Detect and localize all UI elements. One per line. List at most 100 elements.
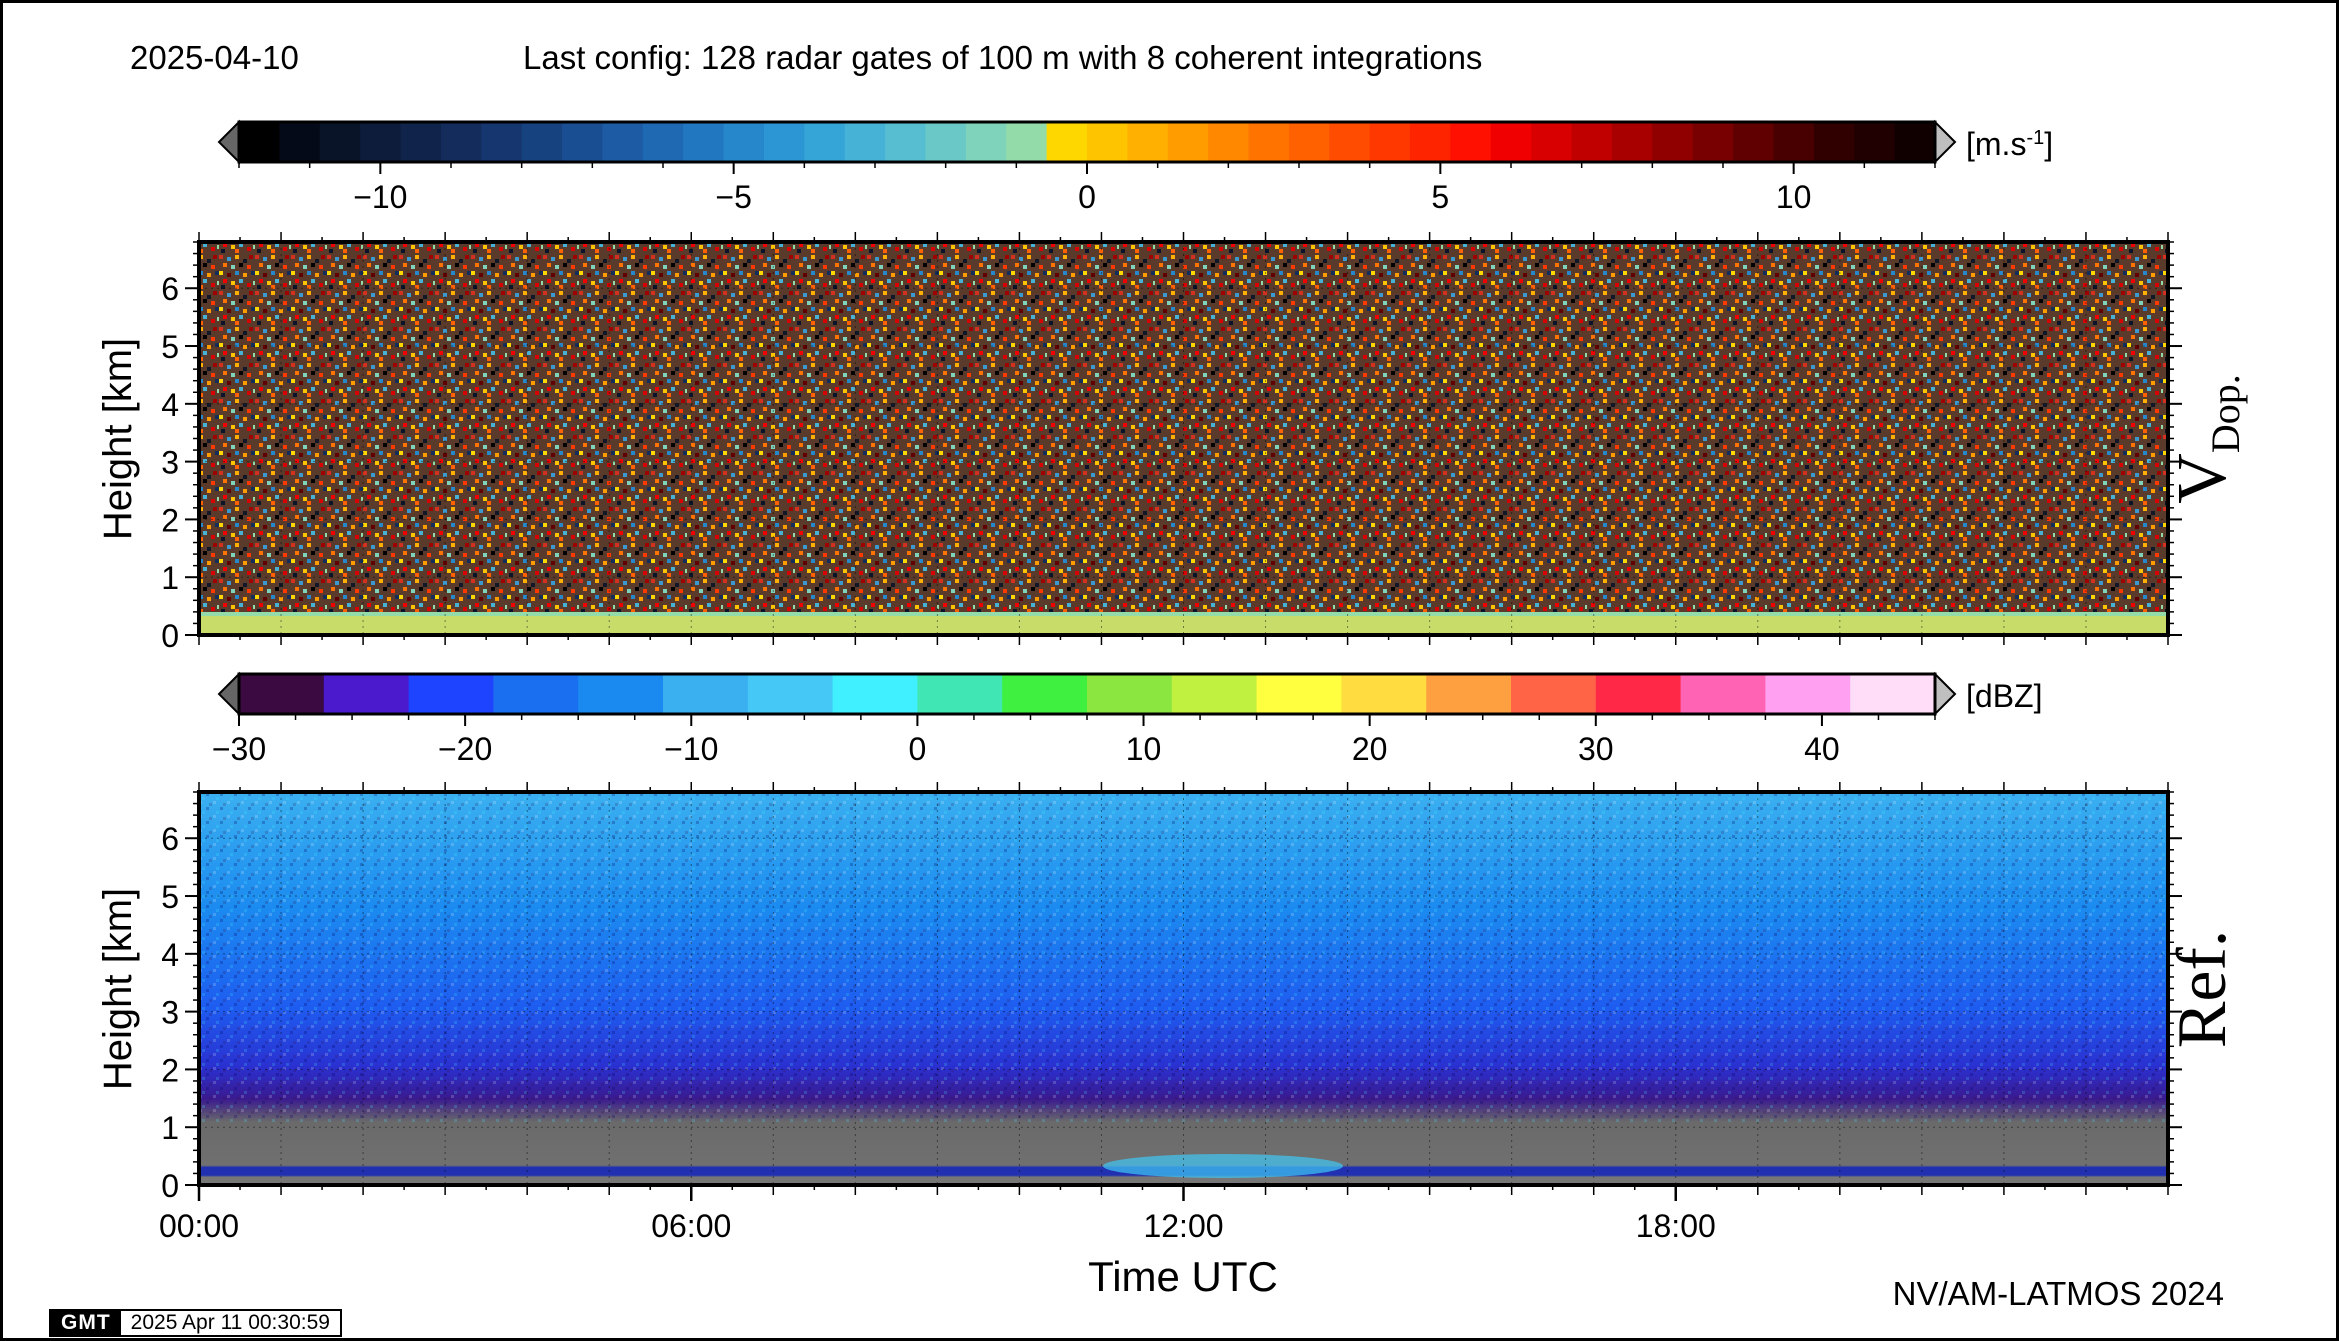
config-label: Last config: 128 radar gates of 100 m wi… xyxy=(523,39,1483,76)
doppler-colorbar-tick-label: −10 xyxy=(353,179,407,215)
doppler-colorbar-swatch xyxy=(1087,122,1128,162)
doppler-colorbar-swatch xyxy=(1046,122,1088,162)
y-tick-label: 5 xyxy=(161,879,179,915)
doppler-colorbar-swatch xyxy=(360,122,402,162)
reflectivity-noon-echo xyxy=(1103,1154,1343,1178)
doppler-colorbar-unit: [m.s-1] xyxy=(1966,126,2053,162)
doppler-y-ticks: 0 1 2 3 4 5 6 xyxy=(161,241,2182,654)
doppler-colorbar-swatch xyxy=(683,122,725,162)
x-tick-label: 18:00 xyxy=(1636,1208,1716,1244)
doppler-colorbar-swatch xyxy=(1450,122,1492,162)
doppler-grid xyxy=(199,242,2168,635)
doppler-colorbar-swatch xyxy=(1692,122,1734,162)
doppler-colorbar-swatch xyxy=(602,122,644,162)
y-tick-label: 6 xyxy=(161,821,179,857)
doppler-unit-close: ] xyxy=(2044,126,2053,162)
reflectivity-colorbar-swatch xyxy=(323,674,410,714)
x-tick-label: 00:00 xyxy=(159,1208,239,1244)
doppler-colorbar-swatch xyxy=(1127,122,1169,162)
reflectivity-colorbar xyxy=(217,671,1957,717)
doppler-colorbar-ticks: −10 −5 0 5 10 xyxy=(238,162,1936,215)
doppler-colorbar-swatch xyxy=(481,122,523,162)
doppler-colorbar-swatch xyxy=(1854,122,1896,162)
doppler-colorbar-swatch xyxy=(1813,122,1855,162)
reflectivity-colorbar-swatch xyxy=(1341,674,1427,714)
doppler-y-axis-label: Height [km] xyxy=(96,338,140,540)
y-tick-label: 5 xyxy=(161,329,179,365)
reflectivity-y-axis-label: Height [km] xyxy=(96,888,140,1090)
x-tick-label: 06:00 xyxy=(651,1208,731,1244)
doppler-colorbar-swatch xyxy=(723,122,765,162)
reflectivity-grid xyxy=(199,792,2168,1185)
reflectivity-colorbar-swatch xyxy=(493,674,579,714)
y-tick-label: 3 xyxy=(161,995,179,1031)
doppler-colorbar-swatch xyxy=(1369,122,1411,162)
reflectivity-colorbar-tick-label: −20 xyxy=(438,731,492,767)
doppler-colorbar-swatch xyxy=(1652,122,1694,162)
doppler-colorbar-swatch xyxy=(279,122,321,162)
doppler-colorbar-swatch xyxy=(965,122,1007,162)
reflectivity-colorbar-swatch xyxy=(1680,674,1766,714)
y-tick-label: 0 xyxy=(161,1168,179,1204)
doppler-colorbar-swatch xyxy=(1006,122,1048,162)
doppler-unit-exponent: -1 xyxy=(2026,127,2044,149)
doppler-colorbar-swatch xyxy=(844,122,886,162)
reflectivity-colorbar-swatch xyxy=(1595,674,1682,714)
doppler-colorbar-tick-label: 0 xyxy=(1078,179,1096,215)
doppler-plot-area xyxy=(199,242,2168,635)
reflectivity-colorbar-swatch xyxy=(1002,674,1088,714)
svg-text:VDop.: VDop. xyxy=(2164,374,2248,503)
doppler-unit-base: [m.s xyxy=(1966,126,2026,162)
doppler-colorbar-tick-label: 5 xyxy=(1431,179,1449,215)
doppler-colorbar-swatch xyxy=(440,122,482,162)
doppler-colorbar-swatch xyxy=(1208,122,1250,162)
doppler-colorbar-swatch xyxy=(1894,122,1936,162)
reflectivity-panel-label: Ref. xyxy=(2164,930,2241,1049)
reflectivity-colorbar-swatch xyxy=(578,674,664,714)
y-tick-label: 3 xyxy=(161,445,179,481)
reflectivity-panel: 0 1 2 3 4 5 6 00:00 06:00 12:00 18:00 Height [km]… xyxy=(96,782,2241,1300)
reflectivity-speckle xyxy=(199,792,2168,1122)
doppler-colorbar-swatch xyxy=(1571,122,1613,162)
reflectivity-colorbar-swatch xyxy=(1511,674,1597,714)
doppler-colorbar-tick-label: 10 xyxy=(1776,179,1812,215)
gmt-timestamp: 2025 Apr 11 00:30:59 xyxy=(130,1311,330,1334)
reflectivity-colorbar-tick-label: 20 xyxy=(1352,731,1388,767)
date-label: 2025-04-10 xyxy=(130,39,299,76)
doppler-colorbar-swatch xyxy=(885,122,927,162)
y-tick-label: 2 xyxy=(161,502,179,538)
reflectivity-colorbar-swatch xyxy=(1171,674,1258,714)
reflectivity-colorbar-swatch xyxy=(408,674,494,714)
reflectivity-colorbar-tick-label: 30 xyxy=(1578,731,1614,767)
reflectivity-colorbar-swatch xyxy=(1426,674,1512,714)
reflectivity-colorbar-tick-label: −10 xyxy=(664,731,718,767)
doppler-colorbar-swatch xyxy=(1288,122,1330,162)
doppler-colorbar xyxy=(217,119,1957,165)
doppler-colorbar-swatch xyxy=(1329,122,1371,162)
reflectivity-colorbar-swatch xyxy=(1850,674,1936,714)
reflectivity-colorbar-left-triangle xyxy=(217,671,240,717)
doppler-colorbar-swatch xyxy=(642,122,684,162)
doppler-colorbar-swatch xyxy=(239,122,280,162)
y-tick-label: 1 xyxy=(161,560,179,596)
doppler-colorbar-swatch xyxy=(804,122,846,162)
doppler-colorbar-swatch xyxy=(1531,122,1573,162)
doppler-panel: 0 1 2 3 4 5 6 Height [km] VDop. xyxy=(96,232,2248,654)
reflectivity-colorbar-tick-label: 10 xyxy=(1126,731,1162,767)
doppler-colorbar-swatch xyxy=(319,122,361,162)
y-tick-label: 0 xyxy=(161,618,179,654)
doppler-colorbar-swatch xyxy=(763,122,805,162)
doppler-colorbar-swatch xyxy=(1733,122,1775,162)
doppler-colorbar-right-triangle xyxy=(1934,119,1957,165)
doppler-colorbar-swatch xyxy=(925,122,967,162)
doppler-colorbar-swatch xyxy=(1167,122,1209,162)
credit-label: NV/AM-LATMOS 2024 xyxy=(1892,1275,2224,1312)
reflectivity-colorbar-swatch xyxy=(1765,674,1851,714)
reflectivity-colorbar-unit: [dBZ] xyxy=(1966,678,2042,714)
y-tick-label: 6 xyxy=(161,271,179,307)
doppler-surface-band xyxy=(199,615,2168,635)
doppler-surface-band-edge xyxy=(199,612,2168,616)
gmt-logo: GMT xyxy=(51,1311,121,1335)
